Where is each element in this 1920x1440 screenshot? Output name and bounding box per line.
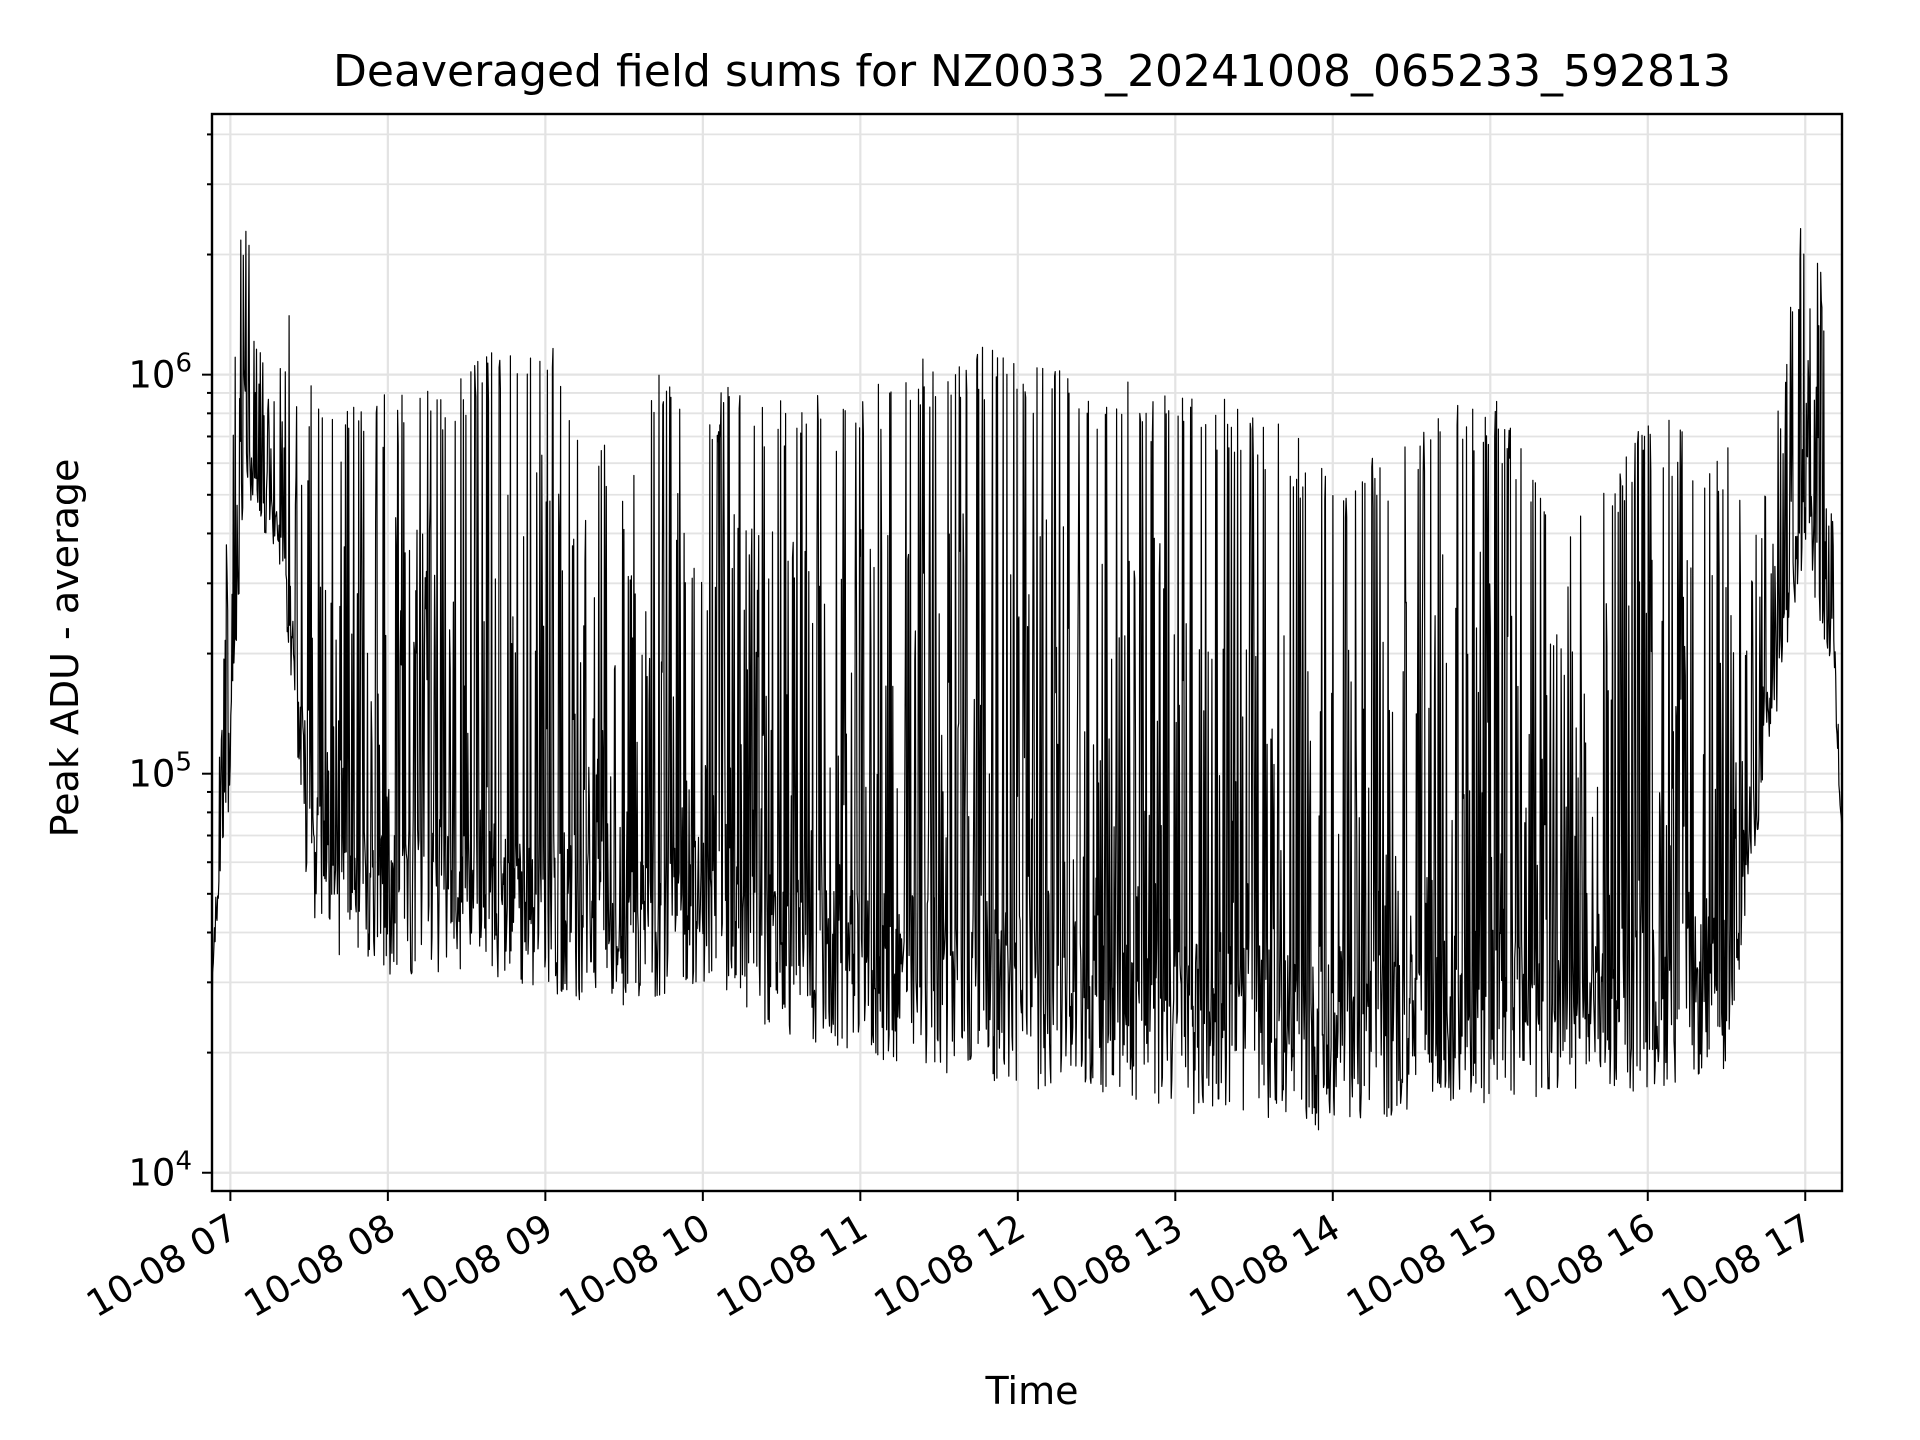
x-tick-label: 10-08 16 <box>1497 1206 1663 1326</box>
plot-frame <box>210 112 1844 1193</box>
x-tick-label: 10-08 08 <box>237 1206 403 1326</box>
x-tick-label: 10-08 11 <box>709 1206 875 1326</box>
x-tick-label: 10-08 17 <box>1654 1206 1820 1326</box>
x-tick-label: 10-08 12 <box>867 1206 1033 1326</box>
chart-title: Deaveraged field sums for NZ0033_2024100… <box>333 46 1731 97</box>
y-axis-ticks: 104 105 106 <box>128 133 212 1195</box>
x-tick-label: 10-08 15 <box>1339 1206 1505 1326</box>
y-tick-label: 106 <box>128 349 192 397</box>
y-tick-label: 104 <box>128 1147 192 1195</box>
series-trace <box>211 228 1843 1131</box>
x-tick-label: 10-08 09 <box>394 1206 560 1326</box>
x-axis-label: Time <box>985 1369 1079 1413</box>
x-tick-label: 10-08 13 <box>1024 1206 1190 1326</box>
x-tick-label: 10-08 10 <box>552 1206 718 1326</box>
series-line <box>211 228 1843 1131</box>
y-axis-label: Peak ADU - average <box>43 459 87 838</box>
x-tick-label: 10-08 07 <box>79 1206 245 1326</box>
x-tick-label: 10-08 14 <box>1182 1206 1348 1326</box>
y-tick-label: 105 <box>128 748 192 796</box>
